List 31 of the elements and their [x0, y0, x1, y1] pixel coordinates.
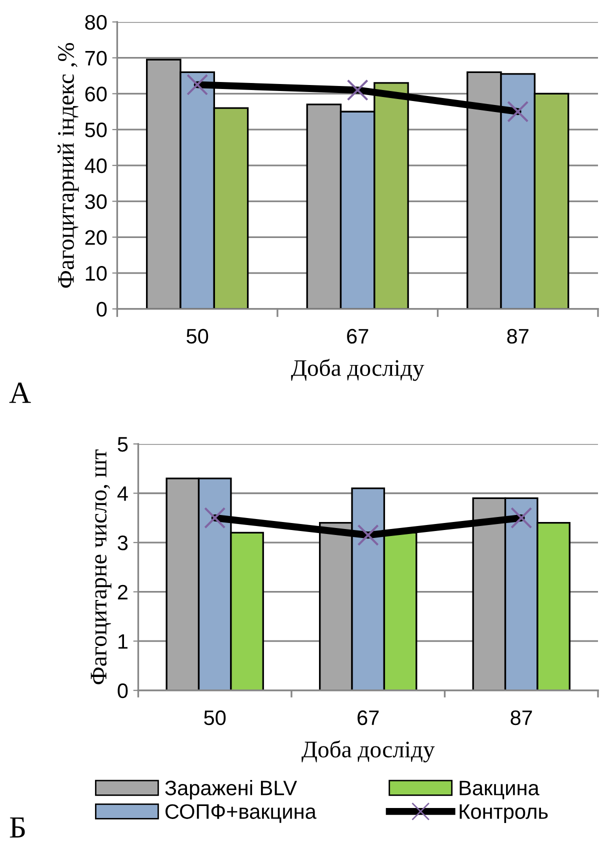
y-tick-label: 10 [86, 266, 107, 281]
y-tick-label: 40 [84, 158, 107, 174]
y-tick-label: 60 [85, 86, 107, 102]
legend-label: Вакцина [460, 780, 540, 800]
x-tick-label: 67 [347, 328, 368, 344]
y-tick-label: 4 [117, 486, 128, 501]
y-axis-title: Фагоцитарний індекс ,% [58, 42, 79, 288]
y-tick-label: 70 [85, 50, 107, 66]
text: А [9, 382, 31, 403]
y-tick-label: 30 [85, 194, 107, 210]
x-axis-title: Доба досліду [302, 740, 435, 762]
x-tick-label: 67 [358, 710, 379, 726]
x-tick-label: 50 [186, 328, 208, 344]
legend-label: СОПФ+вакцина [166, 804, 316, 823]
y-tick-label: 50 [85, 122, 107, 138]
x-tick-label: 87 [507, 328, 528, 344]
x-axis-title: Доба досліду [291, 358, 424, 381]
text: Б [10, 817, 25, 838]
x-tick-label: 87 [510, 710, 532, 726]
legend-label: Контроль [460, 804, 548, 824]
x-tick-label: 50 [204, 710, 226, 726]
y-tick-label: 20 [85, 230, 107, 245]
legend-label: Заражені BLV [165, 780, 297, 800]
y-tick-label: 3 [118, 536, 128, 550]
y-tick-label: 1 [118, 634, 128, 649]
y-tick-label: 5 [118, 437, 128, 452]
y-tick-label: 0 [96, 302, 107, 317]
y-tick-label: 80 [85, 14, 107, 30]
y-tick-label: 2 [118, 584, 128, 600]
y-tick-label: 0 [118, 683, 128, 698]
y-axis-title: Фагоцитарне число, шт [90, 449, 112, 684]
